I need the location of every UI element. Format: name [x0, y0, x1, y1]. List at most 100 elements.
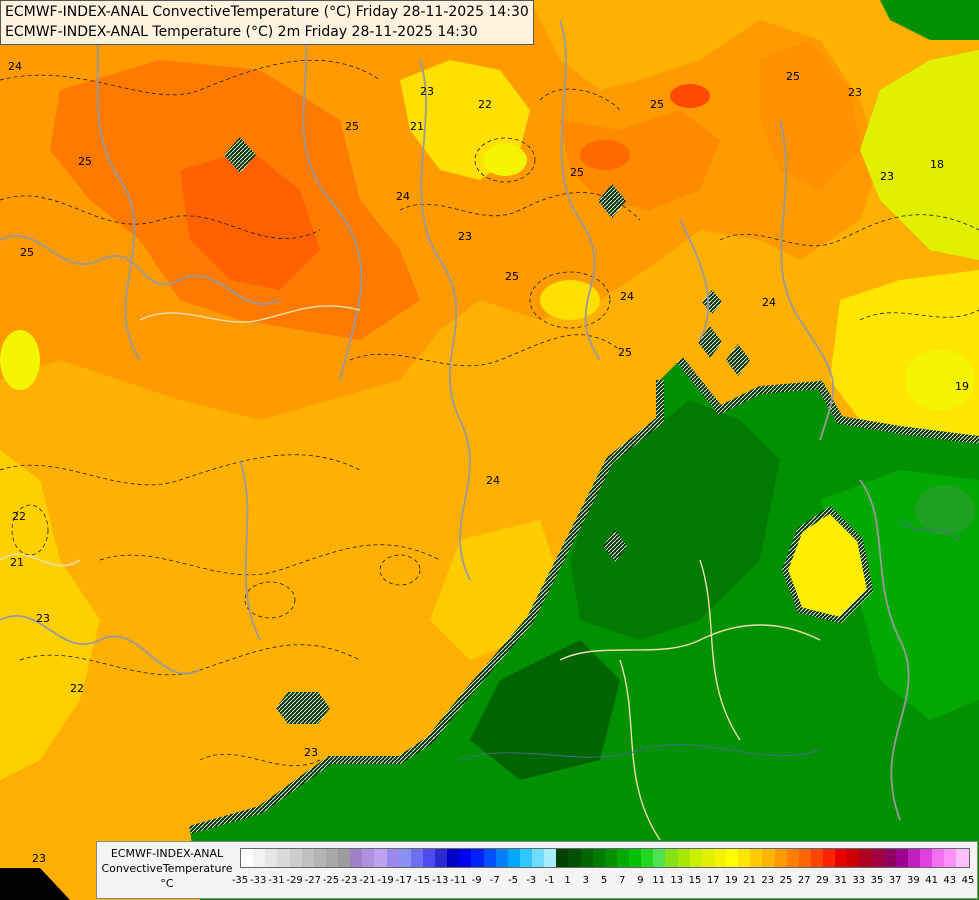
contour-label: 23: [304, 746, 318, 759]
contour-label: 24: [762, 296, 776, 309]
legend-swatch: [920, 849, 933, 867]
yellow-spot-2: [540, 280, 600, 320]
border-lines: [0, 0, 910, 821]
legend-tick-label: -11: [450, 875, 467, 886]
legend-swatch: [604, 849, 617, 867]
legend-swatch: [556, 849, 569, 867]
legend-swatch: [762, 849, 775, 867]
legend-tick-label: 21: [743, 875, 756, 886]
boundary-hatch: [188, 357, 979, 834]
contour-label: 25: [345, 120, 359, 133]
legend-swatch: [847, 849, 860, 867]
legend-tick-label: 31: [834, 875, 847, 886]
contour-label: 25: [505, 270, 519, 283]
legend-tick-label: -31: [268, 875, 285, 886]
legend-swatch: [677, 849, 690, 867]
legend-swatch: [895, 849, 908, 867]
legend-swatch: [786, 849, 799, 867]
legend-swatch: [616, 849, 629, 867]
contour-label: 25: [650, 98, 664, 111]
contour-label: 24: [620, 290, 634, 303]
country-borders: [0, 305, 821, 841]
contour-label: 23: [458, 230, 472, 243]
legend-tick-label: 15: [688, 875, 702, 886]
legend-swatch: [495, 849, 508, 867]
legend-tick-label: 7: [619, 875, 626, 886]
legend-swatch: [386, 849, 399, 867]
legend-tick-label: 1: [564, 875, 571, 886]
contour-label: 25: [786, 70, 800, 83]
legend-tick-label: -29: [286, 875, 303, 886]
legend-swatch: [532, 849, 545, 867]
legend-swatch: [774, 849, 787, 867]
legend-swatch: [665, 849, 678, 867]
legend-swatch: [810, 849, 823, 867]
green-region-dark: [570, 400, 780, 640]
no-data-corner: [0, 868, 70, 900]
legend-tick-label: 9: [637, 875, 644, 886]
river-lines: [459, 519, 961, 761]
marker-diamond-1: [224, 137, 256, 173]
legend-tick-label: -9: [471, 875, 482, 886]
contour-label: 23: [36, 612, 50, 625]
cool-region-southwest: [0, 450, 100, 780]
legend-swatch: [435, 849, 448, 867]
legend-swatch: [447, 849, 460, 867]
legend-tick-label: 27: [797, 875, 811, 886]
legend-swatch: [653, 849, 666, 867]
yellow-island: [785, 510, 870, 620]
contour-label: 23: [880, 170, 894, 183]
yellow-spot-3: [0, 330, 40, 390]
legend-swatch: [592, 849, 605, 867]
legend-swatch: [883, 849, 896, 867]
contour-label: 23: [420, 85, 434, 98]
legend-tick-label: 37: [888, 875, 902, 886]
contour-label: 18: [930, 158, 944, 171]
legend-tick-label: -7: [489, 875, 500, 886]
legend-tick-label: -17: [395, 875, 412, 886]
legend-tick-label: 13: [670, 875, 684, 886]
legend-swatch: [325, 849, 338, 867]
legend-title: ECMWF-INDEX-ANAL ConvectiveTemperature °…: [99, 846, 235, 891]
legend-swatch: [338, 849, 351, 867]
legend-swatch: [507, 849, 520, 867]
contour-label: 22: [478, 98, 492, 111]
legend-tick-label: 19: [725, 875, 738, 886]
legend-tick-label: 23: [761, 875, 775, 886]
green-spot-east: [915, 485, 975, 535]
legend-swatch: [689, 849, 702, 867]
yellow-spot-4: [905, 350, 975, 410]
legend-swatch: [519, 849, 532, 867]
green-region: [190, 360, 979, 900]
contour-label: 24: [486, 474, 500, 487]
legend-swatch: [956, 849, 969, 867]
legend-swatch: [471, 849, 484, 867]
marker-diamond-5: [603, 530, 627, 562]
legend-tick-label: -35: [231, 875, 249, 886]
legend-tick-label: -25: [322, 875, 340, 886]
legend-swatch: [568, 849, 581, 867]
legend-swatch: [422, 849, 435, 867]
legend-swatch: [253, 849, 266, 867]
contour-lines: [0, 59, 979, 767]
legend-tick-label: -33: [250, 875, 267, 886]
legend-title-line-2: ConvectiveTemperature: [101, 862, 233, 875]
legend-swatch: [350, 849, 363, 867]
legend-tick-label: 5: [600, 875, 608, 886]
marker-diamond-4: [698, 326, 722, 358]
contour-label: 23: [848, 86, 862, 99]
green-region-darker: [470, 640, 620, 780]
legend-swatch: [374, 849, 387, 867]
contour-label: 24: [8, 60, 22, 73]
contour-label: 24: [396, 190, 410, 203]
legend-swatch: [641, 849, 654, 867]
legend-swatch: [241, 849, 254, 867]
contour-label: 25: [570, 166, 584, 179]
cool-region-east-yellow: [830, 270, 979, 460]
marker-diamond-3: [726, 344, 750, 376]
legend-tick-label: -27: [304, 875, 321, 886]
legend-swatch: [313, 849, 326, 867]
legend-swatch: [265, 849, 278, 867]
legend-swatch: [398, 849, 411, 867]
